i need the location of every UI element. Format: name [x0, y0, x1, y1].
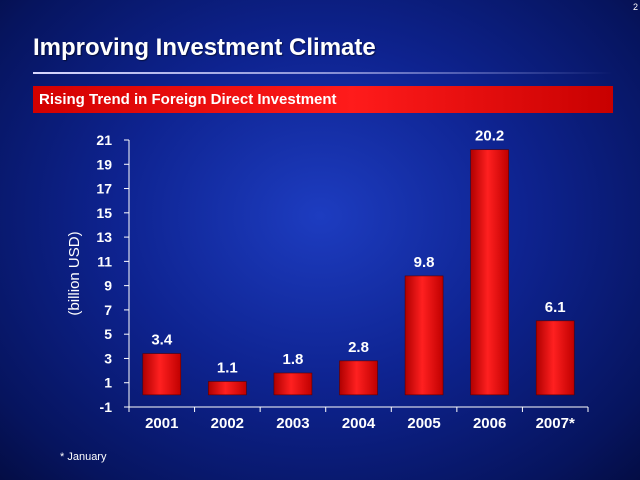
data-label: 3.4 — [151, 332, 173, 349]
y-tick-label: -1 — [100, 399, 113, 415]
y-tick-label: 15 — [96, 205, 112, 221]
y-tick-label: 1 — [104, 375, 112, 391]
bar — [404, 275, 444, 396]
bar — [535, 320, 575, 396]
data-label: 2.8 — [348, 339, 369, 356]
x-tick-label: 2002 — [211, 415, 244, 432]
y-tick-label: 7 — [104, 302, 112, 318]
x-tick-label: 2007* — [536, 415, 575, 432]
data-label: 9.8 — [414, 254, 435, 271]
bar — [142, 353, 182, 396]
data-label: 1.8 — [282, 351, 303, 368]
x-tick-label: 2005 — [407, 415, 440, 432]
slide-number: 2 — [632, 2, 638, 12]
x-tick-label: 2003 — [276, 415, 309, 432]
y-tick-label: 13 — [96, 229, 112, 245]
page-title: Improving Investment Climate — [33, 34, 376, 61]
x-tick-label: 2006 — [473, 415, 506, 432]
x-tick-label: 2004 — [342, 415, 376, 432]
chart-subtitle: Rising Trend in Foreign Direct Investmen… — [39, 91, 337, 108]
bar — [339, 360, 378, 396]
bar — [208, 381, 247, 396]
data-label: 1.1 — [217, 360, 238, 377]
y-axis-title: (billion USD) — [66, 231, 83, 315]
y-tick-label: 19 — [96, 156, 112, 172]
bar — [273, 372, 313, 396]
y-tick-label: 21 — [96, 132, 112, 148]
y-tick-label: 11 — [97, 253, 112, 269]
y-tick-label: 3 — [104, 350, 112, 366]
title-divider — [33, 72, 613, 74]
y-tick-label: 5 — [104, 326, 112, 342]
data-label: 20.2 — [475, 128, 504, 145]
y-tick-label: 17 — [96, 181, 112, 197]
bar — [470, 149, 509, 396]
footnote: * January — [60, 451, 107, 463]
subtitle-banner: Rising Trend in Foreign Direct Investmen… — [33, 86, 613, 113]
y-tick-label: 9 — [104, 278, 112, 294]
x-tick-label: 2001 — [145, 415, 178, 432]
data-label: 6.1 — [545, 299, 566, 316]
